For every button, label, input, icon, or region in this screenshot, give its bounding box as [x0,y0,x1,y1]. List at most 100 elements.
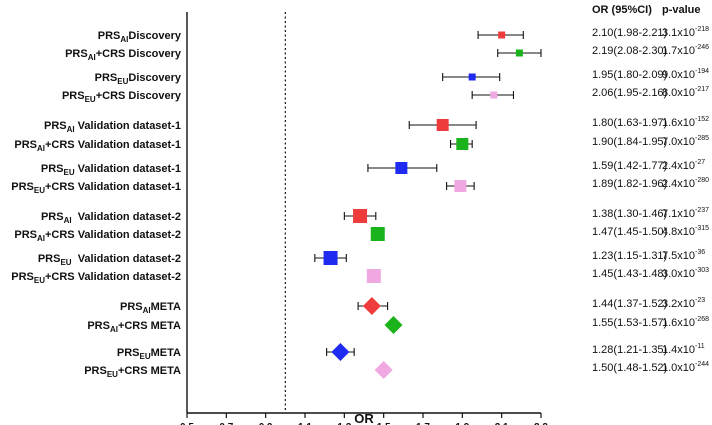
point-estimate-square [366,269,381,283]
row-label: PRSAI+CRS Discovery [65,48,182,62]
p-value-exponent: -23 [695,297,705,304]
point-estimate-square [395,162,408,174]
row-label-prefix: PRS [38,253,61,265]
p-value-exponent: -237 [695,207,709,214]
p-value-base: 7.0x10 [662,136,695,148]
row-label-suffix: Validation dataset-2 [72,211,181,223]
p-value-exponent: -11 [695,343,705,350]
row-label-subscript: EU [34,276,45,285]
p-value: 8.0x10-217 [662,86,709,99]
x-tick-label: 1.7 [416,422,430,425]
p-value-exponent: -217 [695,86,709,93]
or-ci-value: 1.45(1.43-1.48) [592,268,667,280]
p-value-base: 2.4x10 [662,160,695,172]
row-label-subscript: EU [107,370,118,379]
or-ci-value: 1.44(1.37-1.52) [592,298,667,310]
p-value-base: 1.6x10 [662,117,695,129]
point-estimate-square [436,119,449,131]
or-ci-header: OR (95%CI) [592,4,652,16]
row-label: PRSEU+CRS Discovery [62,90,182,104]
row-label-prefix: PRS [84,365,107,377]
p-value: 2.4x10-280 [662,177,709,190]
row-label-suffix: +CRS Validation dataset-1 [45,139,181,151]
row-label-prefix: PRS [98,30,121,42]
p-value-base: 8.0x10 [662,87,695,99]
row-label: PRSEUDiscovery [95,72,182,86]
p-value: 7.5x10-36 [662,249,705,262]
row-label-suffix: META [151,347,181,359]
row-label-suffix: +CRS META [118,365,181,377]
p-value: 7.0x10-285 [662,135,709,148]
p-value-exponent: -246 [695,44,709,51]
point-estimate-square [456,138,469,150]
row-label-suffix: Discovery [128,72,181,84]
row-label-subscript: AI [64,216,72,225]
row-label: PRSAIMETA [120,301,181,315]
p-value-exponent: -315 [695,225,709,232]
row-label-suffix: Discovery [128,30,181,42]
row-label-prefix: PRS [14,229,37,241]
or-ci-value: 1.38(1.30-1.46) [592,208,667,220]
p-value: 1.6x10-152 [662,116,709,129]
point-estimate-square [353,209,368,223]
row-label-subscript: AI [110,325,118,334]
p-value-exponent: -218 [695,26,709,33]
row-label-suffix: Validation dataset-2 [72,253,181,265]
p-value: 4.8x10-315 [662,225,709,238]
row-label-subscript: AI [143,306,151,315]
row-label: PRSEU+CRS META [84,365,181,379]
p-value-exponent: -27 [695,159,705,166]
row-label: PRSAI+CRS META [87,320,181,334]
p-value: 9.0x10-194 [662,68,709,81]
point-estimate-square [490,91,498,99]
row-label-suffix: META [151,301,181,313]
p-value-base: 2.4x10 [662,178,695,190]
x-tick-label: 2.3 [534,422,548,425]
p-value: 1.7x10-246 [662,44,709,57]
or-ci-value: 1.89(1.82-1.96) [592,178,667,190]
p-value-header: p-value [662,4,701,16]
or-ci-value: 2.06(1.95-2.16) [592,87,667,99]
p-value: 3.1x10-218 [662,26,709,39]
point-estimate-square [515,49,523,57]
or-ci-value: 1.80(1.63-1.97) [592,117,667,129]
point-estimate-square [323,251,338,265]
p-value-exponent: -280 [695,177,709,184]
row-label: PRSAI Validation dataset-2 [41,211,181,225]
p-value-exponent: -268 [695,316,709,323]
row-label-prefix: PRS [120,301,143,313]
p-value-base: 4.8x10 [662,226,695,238]
p-value-base: 3.1x10 [662,27,695,39]
row-label-suffix: +CRS Discovery [96,90,182,102]
x-tick-label: 1.3 [337,422,351,425]
point-estimate-square [468,73,476,81]
row-label-prefix: PRS [41,211,64,223]
row-label-prefix: PRS [44,120,67,132]
row-label-prefix: PRS [117,347,140,359]
x-tick-label: 0.7 [219,422,233,425]
point-estimate-diamond [331,343,350,361]
row-label-suffix: Validation dataset-1 [75,163,181,175]
row-label-suffix: +CRS Validation dataset-2 [45,271,181,283]
row-label-subscript: EU [85,95,96,104]
row-label-suffix: +CRS Discovery [96,48,182,60]
row-label: PRSEU Validation dataset-2 [38,253,181,267]
p-value-exponent: -244 [695,361,709,368]
or-ci-value: 1.55(1.53-1.57) [592,317,667,329]
x-axis: 0.5 0.7 0.9 1.1 1.3 1.5 1.7 1.9 2.1 2.3 OR [180,411,548,425]
or-ci-value: 1.50(1.48-1.52) [592,362,667,374]
x-tick-label: 0.9 [259,422,273,425]
x-tick-label: 2.1 [495,422,509,425]
row-label-prefix: PRS [11,271,34,283]
row-label: PRSEU+CRS Validation dataset-2 [11,271,181,285]
row-label-subscript: AI [88,53,96,62]
row-label-subscript: EU [34,186,45,195]
p-value-base: 3.0x10 [662,268,695,280]
or-ci-value: 1.23(1.15-1.31) [592,250,667,262]
row-label-subscript: AI [67,125,75,134]
p-value-base: 7.1x10 [662,208,695,220]
p-value: 1.6x10-268 [662,316,709,329]
p-value-base: 1.6x10 [662,317,695,329]
